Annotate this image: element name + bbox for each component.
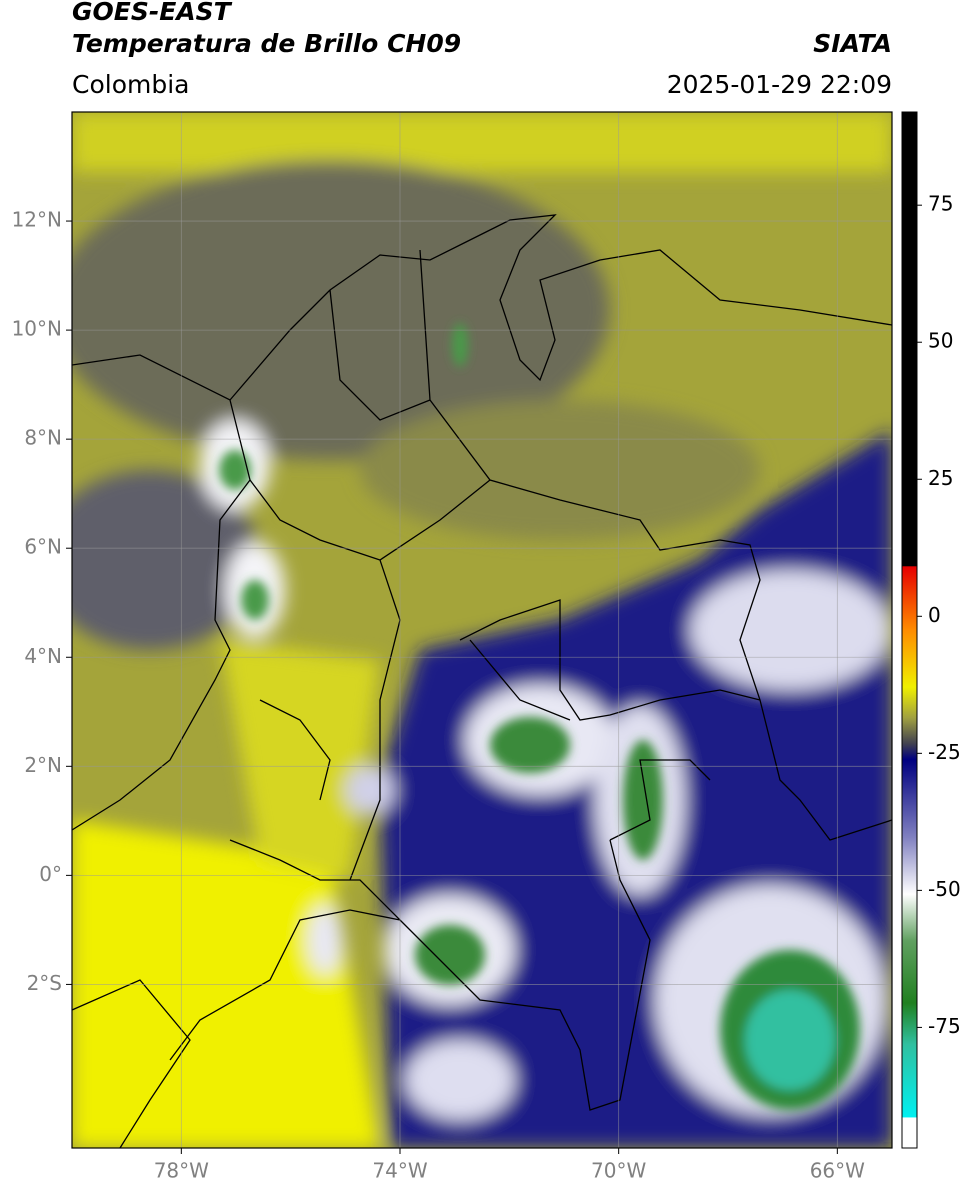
- y-tick-label: 0°: [39, 862, 62, 886]
- source: SIATA: [813, 29, 892, 58]
- colorbar-tick-label: -50: [928, 877, 961, 901]
- colorbar: [901, 111, 918, 1149]
- region: Colombia: [72, 70, 189, 99]
- y-tick-label: 4°N: [24, 644, 62, 668]
- x-tick-label: 66°W: [810, 1159, 865, 1183]
- map-frame: [71, 111, 893, 1149]
- satellite-image: [72, 112, 892, 1148]
- y-tick-label: 12°N: [12, 208, 62, 232]
- borders: [72, 214, 892, 1148]
- colorbar-tick-label: 0: [928, 603, 941, 627]
- y-tick-label: 2°N: [24, 753, 62, 777]
- grid: [72, 112, 892, 1148]
- y-tick-label: 8°N: [24, 426, 62, 450]
- datetime: 2025-01-29 22:09: [667, 70, 892, 99]
- colorbar-tick-label: 25: [928, 466, 953, 490]
- x-tick-label: 70°W: [591, 1159, 646, 1183]
- colorbar-tick-label: 75: [928, 192, 953, 216]
- x-tick-label: 74°W: [372, 1159, 427, 1183]
- x-tick-label: 78°W: [154, 1159, 209, 1183]
- y-tick-label: 2°S: [27, 971, 62, 995]
- title: GOES-EAST: [72, 0, 233, 26]
- y-tick-label: 10°N: [12, 317, 62, 341]
- colorbar-tick-label: -75: [928, 1014, 961, 1038]
- colorbar-tick-label: -25: [928, 740, 961, 764]
- product: Temperatura de Brillo CH09: [72, 29, 461, 58]
- y-tick-label: 6°N: [24, 535, 62, 559]
- colorbar-tick-label: 50: [928, 329, 953, 353]
